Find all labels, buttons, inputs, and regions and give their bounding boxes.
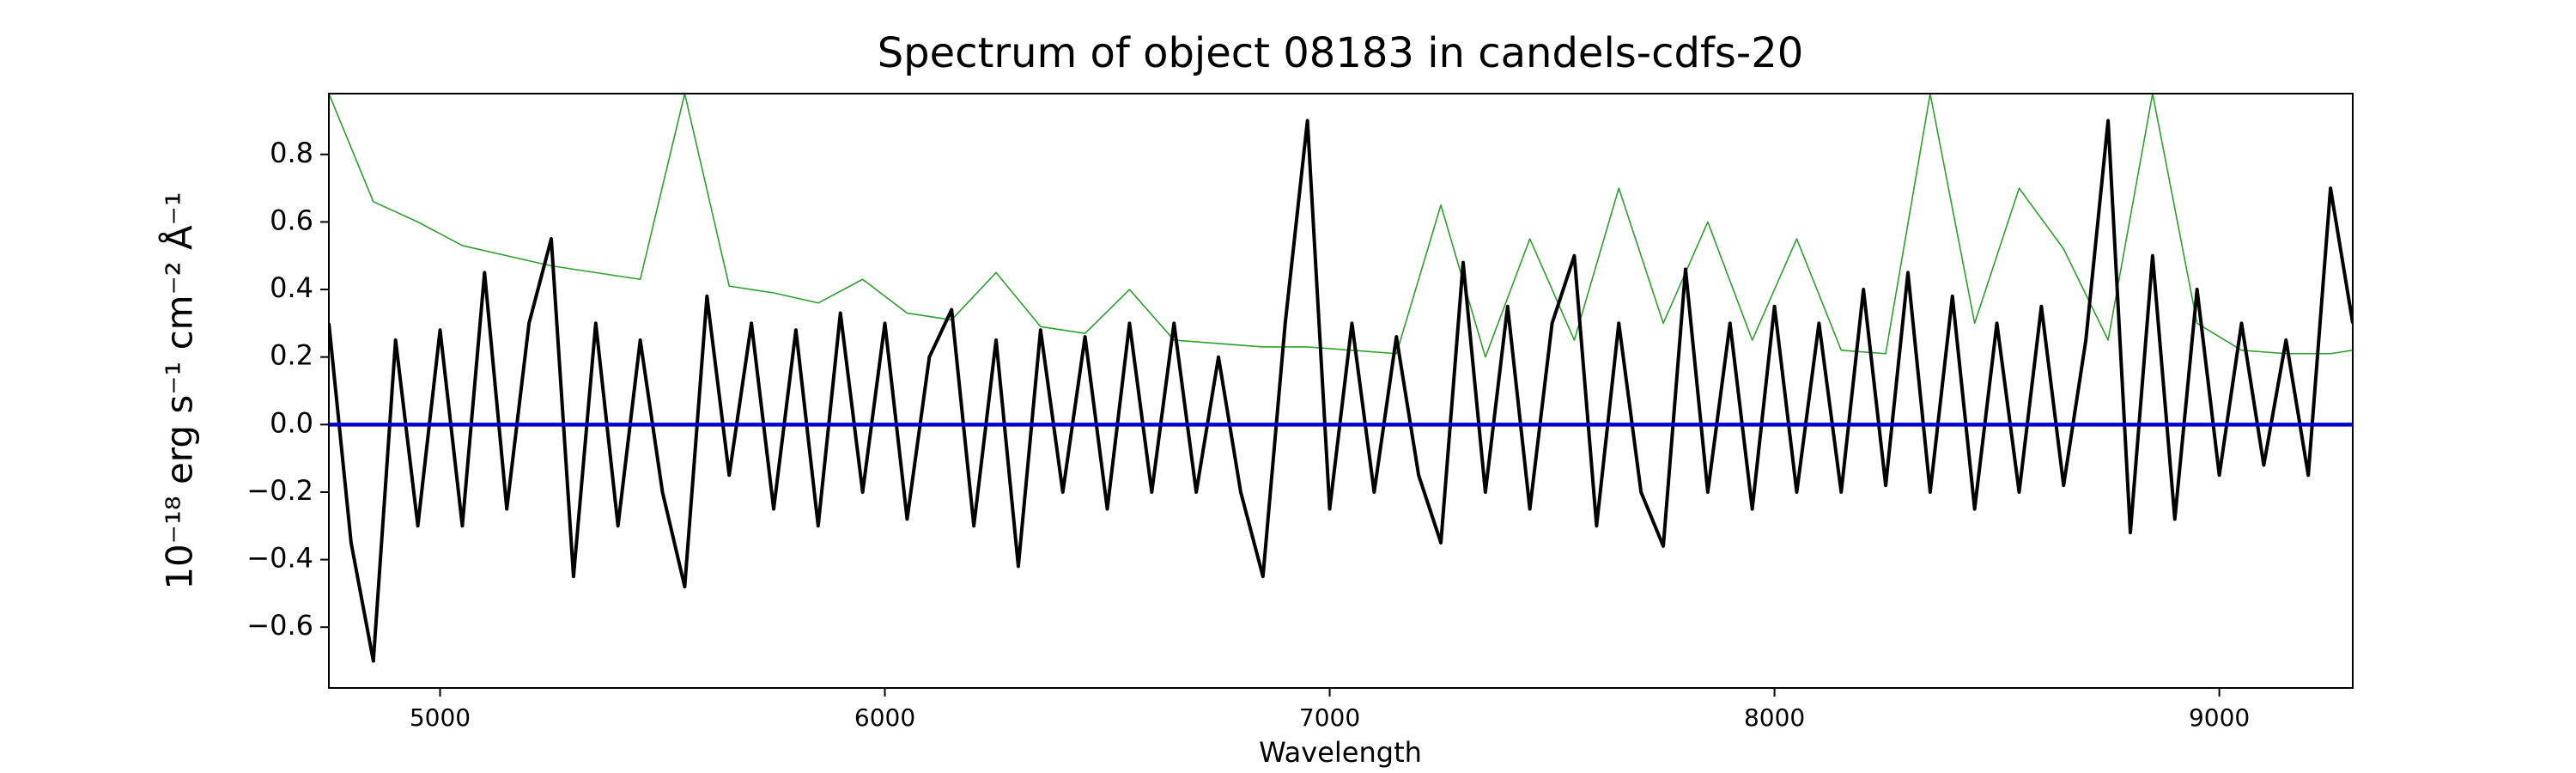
spectrum-line — [329, 119, 2353, 663]
plot-area — [329, 94, 2353, 663]
y-tick-label: 0.4 — [270, 271, 313, 304]
y-axis-label: 10⁻¹⁸ erg s⁻¹ cm⁻² Å⁻¹ — [158, 192, 201, 589]
y-tick-label: −0.6 — [246, 609, 313, 642]
y-tick-label: −0.4 — [246, 542, 313, 575]
y-tick-label: −0.2 — [246, 474, 313, 507]
y-tick-label: 0.8 — [270, 137, 313, 169]
x-axis-label: Wavelength — [1259, 736, 1422, 769]
x-tick-label: 9000 — [2189, 703, 2250, 732]
y-tick-label: 0.2 — [270, 339, 313, 372]
spectrum-line — [329, 94, 2353, 358]
chart-title: Spectrum of object 08183 in candels-cdfs… — [878, 29, 1804, 77]
y-tick-label: 0.0 — [270, 406, 313, 439]
plot-frame — [328, 93, 2354, 689]
x-tick-label: 5000 — [410, 703, 471, 732]
x-tick-label: 8000 — [1744, 703, 1805, 732]
y-tick-label: 0.6 — [270, 204, 313, 236]
x-tick-label: 7000 — [1299, 703, 1360, 732]
x-tick-label: 6000 — [854, 703, 915, 732]
